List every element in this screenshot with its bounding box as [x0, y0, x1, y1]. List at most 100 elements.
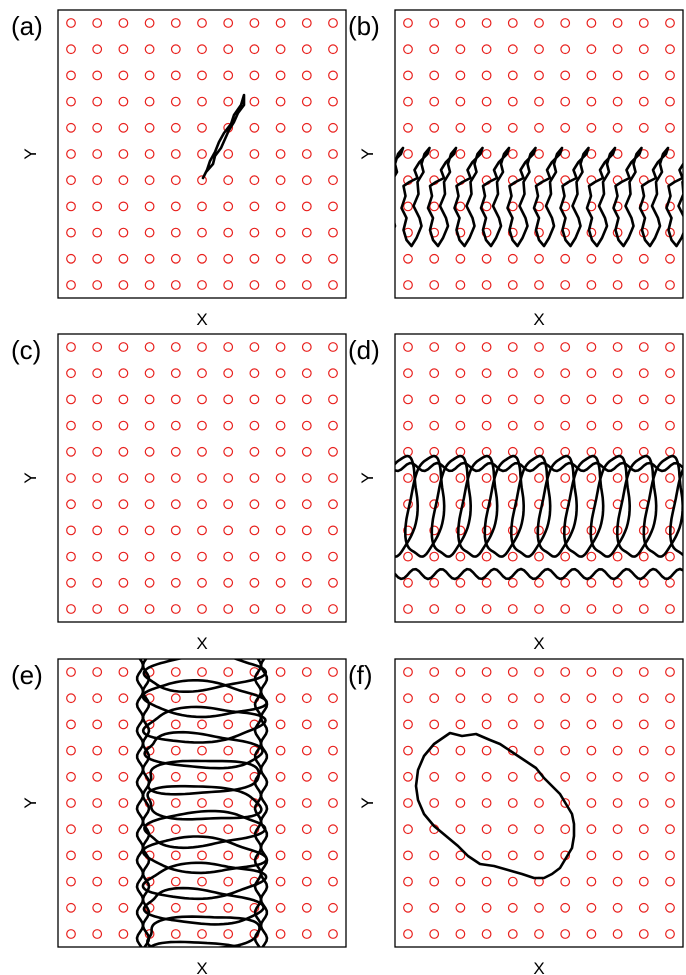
lattice-site [638, 551, 649, 562]
trajectory-curve [141, 679, 269, 719]
lattice-site [481, 745, 492, 756]
lattice-site [638, 771, 649, 782]
lattice-site [118, 201, 129, 212]
lattice-site [170, 70, 181, 81]
lattice-site [429, 798, 440, 808]
lattice-site [197, 96, 207, 107]
lattice-site [66, 227, 76, 238]
lattice-site [560, 929, 571, 939]
lattice-site [403, 745, 413, 756]
lattice-site [328, 473, 338, 483]
lattice-site [170, 577, 181, 588]
lattice-site [144, 342, 155, 352]
lattice-site [534, 96, 544, 107]
lattice-site [301, 499, 312, 510]
lattice-site [301, 850, 312, 861]
trajectory-curve [414, 731, 576, 880]
lattice-site [66, 368, 76, 379]
lattice-site [665, 551, 675, 562]
lattice-site [560, 96, 571, 107]
y-axis-label: Y [358, 472, 377, 483]
lattice-site [249, 70, 260, 81]
lattice-site [328, 604, 338, 614]
trajectory-curve [506, 146, 537, 248]
lattice-site [586, 850, 597, 861]
lattice-site [534, 745, 544, 756]
lattice-site [507, 44, 518, 55]
lattice-site [249, 499, 260, 510]
lattice-site [612, 798, 623, 808]
lattice-site [92, 667, 103, 677]
lattice-site [455, 902, 466, 913]
lattice-site [429, 902, 440, 913]
lattice-site [507, 473, 518, 483]
lattice-site [144, 201, 155, 212]
lattice-site [481, 420, 492, 431]
lattice-site [403, 280, 413, 290]
lattice-site [249, 473, 260, 483]
lattice-site [197, 798, 207, 808]
lattice-site [170, 499, 181, 510]
lattice-site [455, 70, 466, 81]
lattice-site [197, 149, 207, 159]
lattice-site [481, 394, 492, 405]
lattice-site [586, 253, 597, 264]
lattice-site [301, 473, 312, 483]
lattice-site [144, 473, 155, 483]
lattice-site [455, 280, 466, 290]
lattice-site [301, 201, 312, 212]
lattice-site [197, 227, 207, 238]
lattice-site [170, 342, 181, 352]
lattice-site [249, 149, 260, 159]
lattice-site [144, 551, 155, 562]
lattice-site [328, 577, 338, 588]
lattice-site [403, 929, 413, 939]
lattice-site [665, 604, 675, 614]
lattice-site [249, 551, 260, 562]
lattice-site [275, 149, 286, 159]
lattice-site [118, 667, 129, 677]
lattice-site [534, 44, 544, 55]
lattice-site [403, 604, 413, 614]
lattice-site [429, 551, 440, 562]
lattice-site [144, 420, 155, 431]
lattice-site [560, 44, 571, 55]
lattice-site [328, 420, 338, 431]
plot-frame [394, 333, 684, 623]
lattice-site [328, 850, 338, 861]
lattice-site [507, 551, 518, 562]
lattice-site [170, 929, 181, 939]
lattice-site [118, 604, 129, 614]
lattice-site [481, 551, 492, 562]
lattice-site [118, 850, 129, 861]
trajectory-curve [395, 461, 683, 473]
lattice-site [328, 342, 338, 352]
x-axis-label: X [533, 959, 544, 975]
lattice-site [403, 902, 413, 913]
lattice-site [429, 149, 440, 159]
lattice-site [301, 368, 312, 379]
lattice-site [66, 175, 76, 186]
lattice-site [429, 771, 440, 782]
lattice-site [481, 499, 492, 510]
lattice-site [249, 604, 260, 614]
lattice-site [170, 693, 181, 704]
lattice-site [118, 420, 129, 431]
lattice-site [560, 70, 571, 81]
lattice-site [328, 227, 338, 238]
lattice-site [275, 280, 286, 290]
lattice-site [328, 693, 338, 704]
lattice-site [429, 18, 440, 28]
lattice-site [429, 604, 440, 614]
lattice-site [534, 122, 544, 133]
lattice-site [403, 667, 413, 677]
lattice-site [534, 342, 544, 352]
lattice-site [223, 771, 234, 782]
lattice-site [301, 394, 312, 405]
lattice-site [249, 446, 260, 457]
lattice-site [507, 798, 518, 808]
lattice-site [560, 667, 571, 677]
lattice-site [328, 798, 338, 808]
lattice-site [665, 929, 675, 939]
